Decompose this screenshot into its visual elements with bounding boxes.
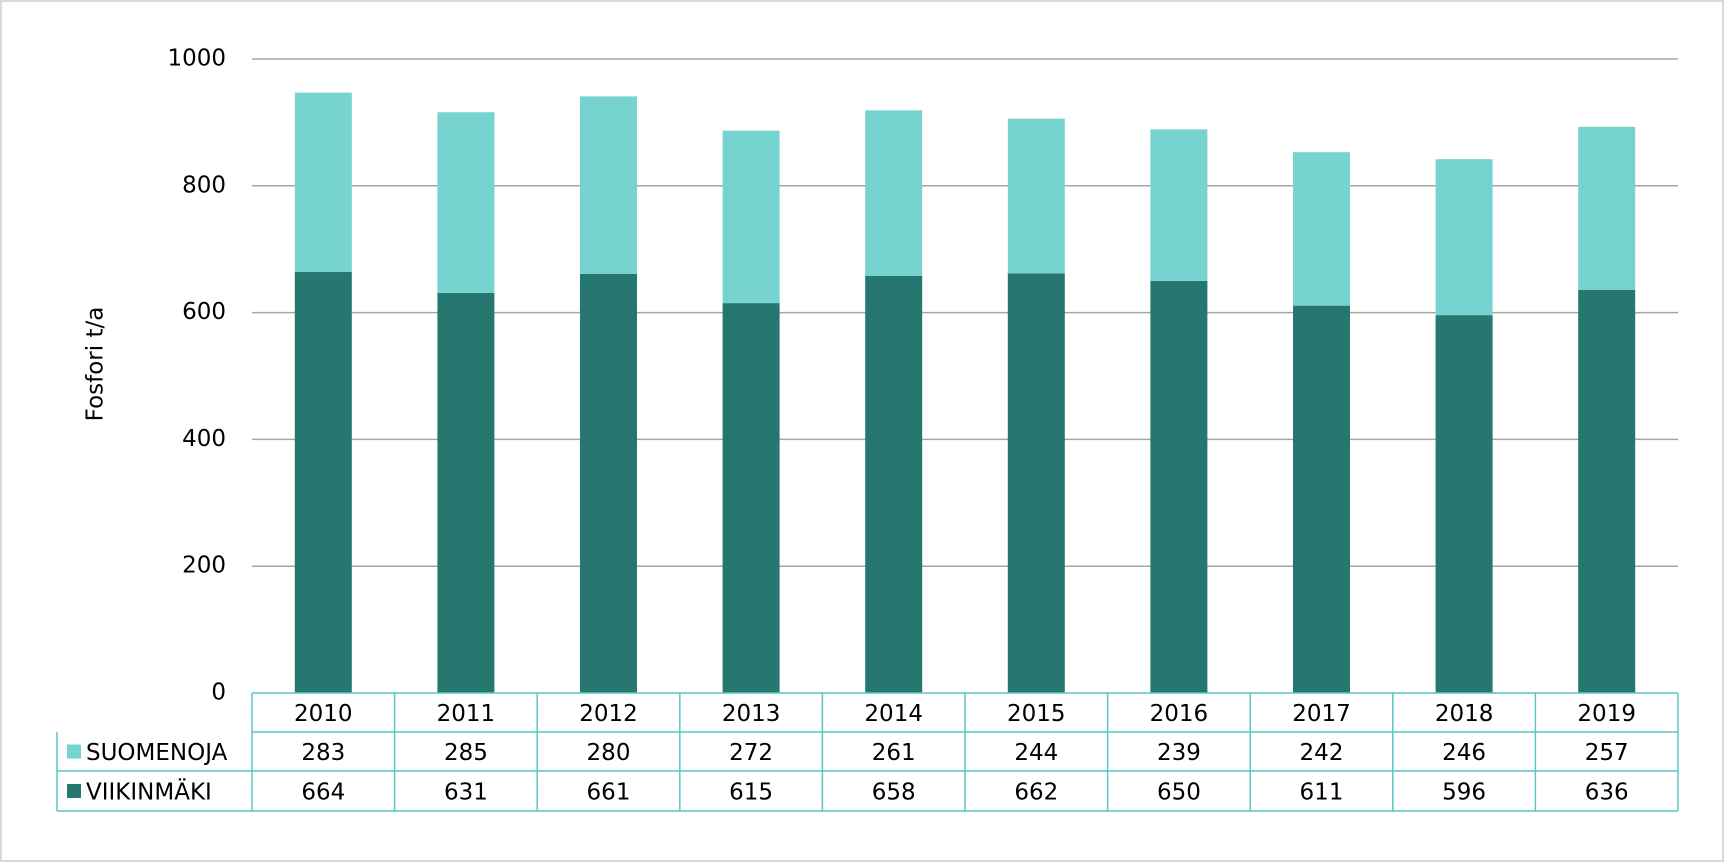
y-tick-label: 800 bbox=[182, 172, 226, 198]
bar-segment bbox=[1578, 126, 1636, 290]
legend-swatch bbox=[67, 784, 81, 798]
table-value: 664 bbox=[301, 780, 345, 806]
bar-segment bbox=[437, 292, 495, 693]
x-tick-label: 2014 bbox=[864, 701, 923, 727]
bar-segment bbox=[1435, 159, 1493, 316]
bar-segment bbox=[294, 92, 352, 273]
table-value: 283 bbox=[301, 740, 345, 766]
x-tick-label: 2016 bbox=[1150, 701, 1209, 727]
legend-label: SUOMENOJA bbox=[86, 740, 228, 766]
table-value: 239 bbox=[1157, 740, 1201, 766]
bar-segment bbox=[1435, 315, 1493, 693]
x-tick-label: 2013 bbox=[722, 701, 781, 727]
bar-segment bbox=[437, 112, 495, 293]
table-value: 650 bbox=[1157, 780, 1201, 806]
x-tick-label: 2011 bbox=[437, 701, 496, 727]
legend-swatch bbox=[67, 744, 81, 759]
y-axis-label: Fosfori t/a bbox=[83, 307, 109, 422]
table-value: 261 bbox=[872, 740, 916, 766]
bar-segment bbox=[865, 275, 923, 693]
bar-segment bbox=[722, 130, 780, 304]
table-value: 636 bbox=[1585, 780, 1629, 806]
x-tick-label: 2019 bbox=[1577, 701, 1636, 727]
bar-segment bbox=[1578, 289, 1636, 693]
bar-segment bbox=[865, 110, 923, 276]
x-tick-label: 2015 bbox=[1007, 701, 1066, 727]
bar-segment bbox=[722, 303, 780, 693]
bar-segment bbox=[1293, 305, 1350, 693]
table-value: 662 bbox=[1014, 780, 1058, 806]
table-value: 596 bbox=[1442, 780, 1486, 806]
table-value: 246 bbox=[1442, 740, 1486, 766]
bar-segment bbox=[1293, 152, 1350, 306]
y-tick-label: 400 bbox=[182, 426, 226, 452]
table-value: 257 bbox=[1585, 740, 1629, 766]
x-tick-label: 2017 bbox=[1292, 701, 1351, 727]
table-value: 244 bbox=[1014, 740, 1058, 766]
bar-segment bbox=[1007, 118, 1065, 274]
x-tick-label: 2018 bbox=[1435, 701, 1494, 727]
y-tick-label: 0 bbox=[211, 680, 226, 706]
table-value: 242 bbox=[1300, 740, 1344, 766]
bar-segment bbox=[294, 272, 352, 693]
table-value: 280 bbox=[587, 740, 631, 766]
bar-segment bbox=[580, 273, 637, 693]
legend-label: VIIKINMÄKI bbox=[86, 778, 212, 806]
bar-segment bbox=[1007, 273, 1065, 693]
bar-segment bbox=[1150, 280, 1208, 693]
table-value: 661 bbox=[587, 780, 631, 806]
table-value: 272 bbox=[729, 740, 773, 766]
table-value: 615 bbox=[729, 780, 773, 806]
table-value: 631 bbox=[444, 780, 488, 806]
x-tick-label: 2010 bbox=[294, 701, 353, 727]
table-value: 611 bbox=[1300, 780, 1344, 806]
y-tick-label: 200 bbox=[182, 553, 226, 579]
bar-segment bbox=[1150, 129, 1208, 281]
y-tick-label: 600 bbox=[182, 299, 226, 325]
x-tick-label: 2012 bbox=[579, 701, 638, 727]
table-value: 285 bbox=[444, 740, 488, 766]
y-tick-label: 1000 bbox=[167, 46, 226, 72]
bar-segment bbox=[580, 96, 637, 274]
table-value: 658 bbox=[872, 780, 916, 806]
